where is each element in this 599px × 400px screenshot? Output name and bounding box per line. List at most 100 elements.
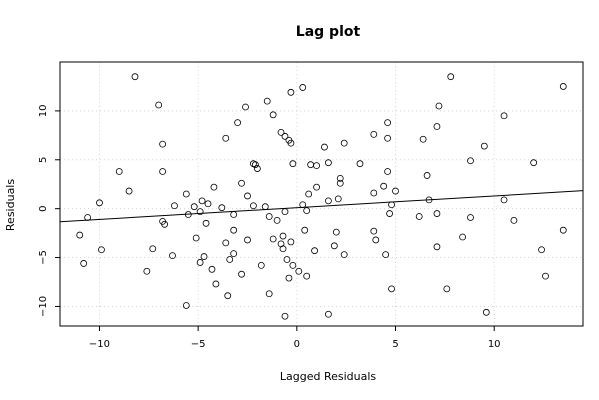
data-point	[370, 189, 378, 197]
data-point	[289, 160, 297, 168]
data-point	[500, 112, 508, 120]
data-point	[559, 83, 567, 90]
data-point	[301, 226, 309, 234]
points-layer	[76, 73, 567, 320]
regression-line	[59, 190, 584, 223]
data-point	[307, 161, 315, 169]
data-point	[321, 143, 328, 151]
data-point	[218, 204, 226, 212]
data-point	[382, 251, 390, 259]
x-axis-label: Lagged Residuals	[280, 370, 377, 383]
data-point	[204, 200, 212, 208]
data-point	[325, 197, 332, 205]
data-point	[155, 101, 163, 109]
data-point	[222, 239, 230, 247]
data-point	[384, 134, 392, 142]
data-point	[467, 157, 474, 165]
data-point	[238, 270, 245, 278]
data-point	[222, 134, 230, 142]
data-point	[269, 111, 277, 119]
chart-title: Lag plot	[296, 24, 361, 40]
data-point	[287, 238, 295, 246]
data-point	[340, 139, 348, 147]
data-point	[159, 168, 167, 175]
data-point	[370, 130, 378, 138]
data-point	[96, 199, 103, 207]
data-point	[190, 203, 198, 211]
data-point	[415, 213, 423, 220]
grid-layer	[60, 62, 583, 326]
data-point	[171, 202, 178, 210]
data-point	[325, 159, 332, 167]
data-point	[281, 312, 289, 320]
data-point	[380, 182, 388, 190]
data-point	[295, 267, 303, 275]
data-point	[287, 88, 295, 96]
data-point	[299, 84, 307, 91]
plot-frame	[59, 61, 584, 327]
data-point	[198, 197, 206, 205]
data-point	[200, 253, 208, 260]
y-tick-label: 5	[38, 157, 49, 163]
data-point	[559, 226, 567, 234]
data-point	[330, 242, 338, 250]
fit-line-layer	[59, 190, 584, 223]
data-point	[423, 172, 431, 179]
data-point	[336, 174, 344, 182]
data-point	[334, 195, 342, 203]
data-point	[386, 210, 393, 217]
data-point	[388, 201, 395, 209]
data-point	[482, 308, 490, 316]
axis-layer: −10 −5 0 5 10 −10 −5 0 5 10	[38, 105, 501, 350]
data-point	[250, 202, 257, 210]
data-point	[384, 119, 392, 127]
data-point	[419, 135, 427, 143]
data-point	[208, 265, 216, 273]
data-point	[212, 280, 220, 288]
data-point	[273, 216, 281, 224]
data-point	[98, 246, 105, 254]
data-point	[143, 267, 151, 275]
data-point	[226, 256, 234, 263]
data-point	[425, 196, 433, 204]
data-point	[224, 292, 232, 300]
data-point	[265, 213, 273, 220]
x-tick-label: 0	[294, 339, 300, 350]
data-point	[303, 207, 311, 215]
data-point	[230, 226, 238, 234]
data-point	[285, 274, 293, 282]
data-point	[388, 285, 395, 293]
data-point	[261, 203, 269, 211]
data-point	[480, 142, 488, 150]
data-point	[238, 179, 245, 187]
data-point	[287, 139, 295, 147]
data-point	[336, 179, 344, 187]
data-point	[182, 190, 190, 198]
data-point	[459, 233, 467, 241]
data-point	[234, 119, 242, 127]
x-tick-label: −10	[89, 339, 110, 350]
data-point	[161, 220, 169, 228]
data-point	[279, 245, 287, 253]
data-point	[257, 261, 265, 269]
y-tick-label: −10	[38, 296, 49, 317]
data-point	[500, 196, 508, 204]
data-point	[325, 310, 332, 318]
data-point	[149, 245, 157, 253]
data-point	[192, 234, 200, 242]
data-point	[313, 183, 320, 191]
data-point	[299, 201, 307, 209]
data-point	[253, 165, 261, 172]
data-point	[305, 190, 313, 198]
data-point	[279, 232, 287, 240]
data-point	[251, 161, 259, 169]
data-point	[340, 251, 348, 259]
data-point	[510, 216, 518, 224]
data-point	[447, 73, 455, 81]
data-point	[433, 243, 441, 251]
data-point	[80, 260, 88, 267]
data-point	[131, 73, 139, 81]
data-point	[332, 228, 340, 236]
data-point	[84, 214, 92, 221]
